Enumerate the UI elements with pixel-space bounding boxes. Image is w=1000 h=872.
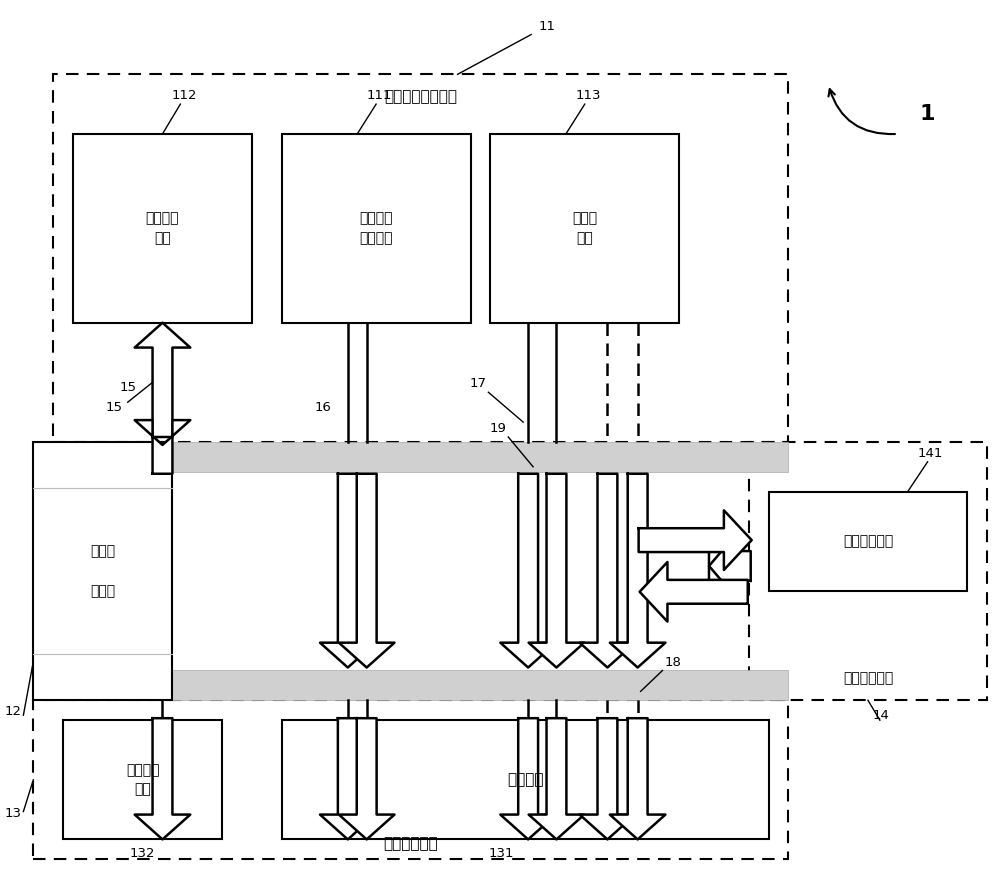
Polygon shape	[135, 420, 190, 473]
Text: 认证读写
模块: 认证读写 模块	[126, 763, 159, 796]
Bar	[33, 671, 788, 700]
Text: 主功能
模块: 主功能 模块	[572, 212, 597, 245]
Text: 1: 1	[920, 104, 935, 124]
Polygon shape	[580, 473, 635, 667]
Text: 待测设计单元: 待测设计单元	[843, 671, 893, 685]
Bar	[33, 700, 788, 859]
Polygon shape	[640, 562, 748, 622]
Text: 验证模块: 验证模块	[507, 773, 543, 787]
Polygon shape	[339, 473, 394, 667]
Polygon shape	[135, 719, 190, 840]
Bar	[63, 720, 222, 840]
Text: 13: 13	[4, 807, 21, 820]
Polygon shape	[320, 473, 376, 667]
Polygon shape	[610, 473, 665, 667]
Polygon shape	[610, 719, 665, 840]
Bar	[33, 442, 172, 700]
Bar	[53, 74, 788, 442]
Text: 16: 16	[315, 401, 331, 413]
Text: 131: 131	[488, 848, 514, 861]
Bar	[490, 134, 679, 323]
Text: 113: 113	[575, 89, 601, 102]
Text: 15: 15	[106, 401, 123, 413]
Text: 目标逻辑单元: 目标逻辑单元	[384, 836, 438, 851]
Bar	[282, 134, 471, 323]
Text: 转接设: 转接设	[90, 544, 115, 558]
Text: 132: 132	[130, 848, 155, 861]
Polygon shape	[320, 719, 376, 840]
Polygon shape	[529, 473, 584, 667]
Polygon shape	[709, 531, 751, 601]
Text: 15: 15	[119, 381, 136, 394]
Text: 19: 19	[489, 422, 506, 435]
Bar	[73, 134, 252, 323]
Bar	[749, 442, 987, 700]
Text: 18: 18	[664, 656, 681, 669]
Text: 待测功能模块: 待测功能模块	[843, 535, 893, 548]
Polygon shape	[500, 719, 556, 840]
Polygon shape	[339, 719, 394, 840]
Text: 计单元: 计单元	[90, 584, 115, 598]
Polygon shape	[709, 531, 751, 601]
Text: 激励时钟
产生模块: 激励时钟 产生模块	[359, 212, 393, 245]
Text: 激励逻辑设计单元: 激励逻辑设计单元	[384, 89, 457, 105]
Polygon shape	[639, 510, 752, 570]
Text: 14: 14	[873, 709, 890, 722]
Text: 112: 112	[171, 89, 197, 102]
Polygon shape	[135, 323, 190, 437]
Bar	[282, 720, 769, 840]
Bar	[769, 492, 967, 591]
FancyArrowPatch shape	[828, 89, 895, 134]
Polygon shape	[500, 473, 556, 667]
Text: 11: 11	[538, 19, 555, 32]
Polygon shape	[580, 719, 635, 840]
Bar	[33, 442, 788, 472]
Text: 加密认证
模块: 加密认证 模块	[146, 212, 179, 245]
Text: 12: 12	[4, 705, 21, 719]
Text: 17: 17	[469, 378, 486, 391]
Text: 111: 111	[367, 89, 392, 102]
Text: 141: 141	[918, 446, 943, 460]
Polygon shape	[529, 719, 584, 840]
